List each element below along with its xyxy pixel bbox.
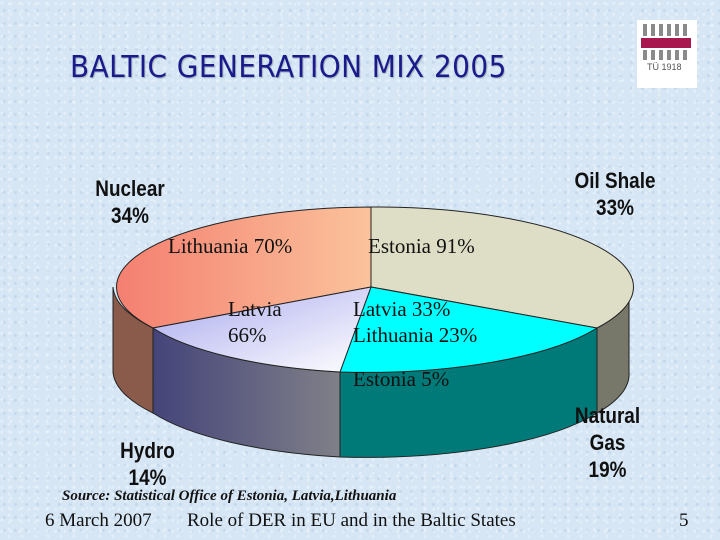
- nuclear-detail: Lithuania 70%: [168, 234, 293, 258]
- hydro-slice: [151, 286, 372, 373]
- oil-shale-detail: Estonia 91%: [368, 234, 475, 258]
- oil-shale-label: Oil Shale 33%: [574, 168, 656, 220]
- oilshale-slice: [370, 206, 634, 329]
- hydro-detail-2: 66%: [228, 323, 267, 347]
- page-number: 5: [679, 510, 689, 531]
- gas-detail-3: Estonia 5%: [353, 367, 450, 391]
- logo-text: TÜ 1918: [647, 62, 682, 72]
- nuclear-label: Nuclear 34%: [95, 176, 165, 228]
- hydro-detail-1: Latvia: [228, 297, 282, 321]
- nuclear-slice: [116, 206, 372, 329]
- slide-title: BALTIC GENERATION MIX 2005: [70, 50, 507, 85]
- gas-detail-1: Latvia 33%: [353, 297, 451, 321]
- university-logo: [637, 20, 697, 88]
- hydro-label: Hydro 14%: [120, 438, 175, 490]
- footer-date: 6 March 2007: [45, 510, 152, 531]
- natural-gas-label: Natural Gas 19%: [574, 403, 641, 482]
- gas-detail-2: Lithuania 23%: [353, 323, 478, 347]
- source-note: Source: Statistical Office of Estonia, L…: [62, 488, 397, 504]
- footer-presentation-title: Role of DER in EU and in the Baltic Stat…: [187, 510, 516, 531]
- gas-slice: [339, 286, 599, 373]
